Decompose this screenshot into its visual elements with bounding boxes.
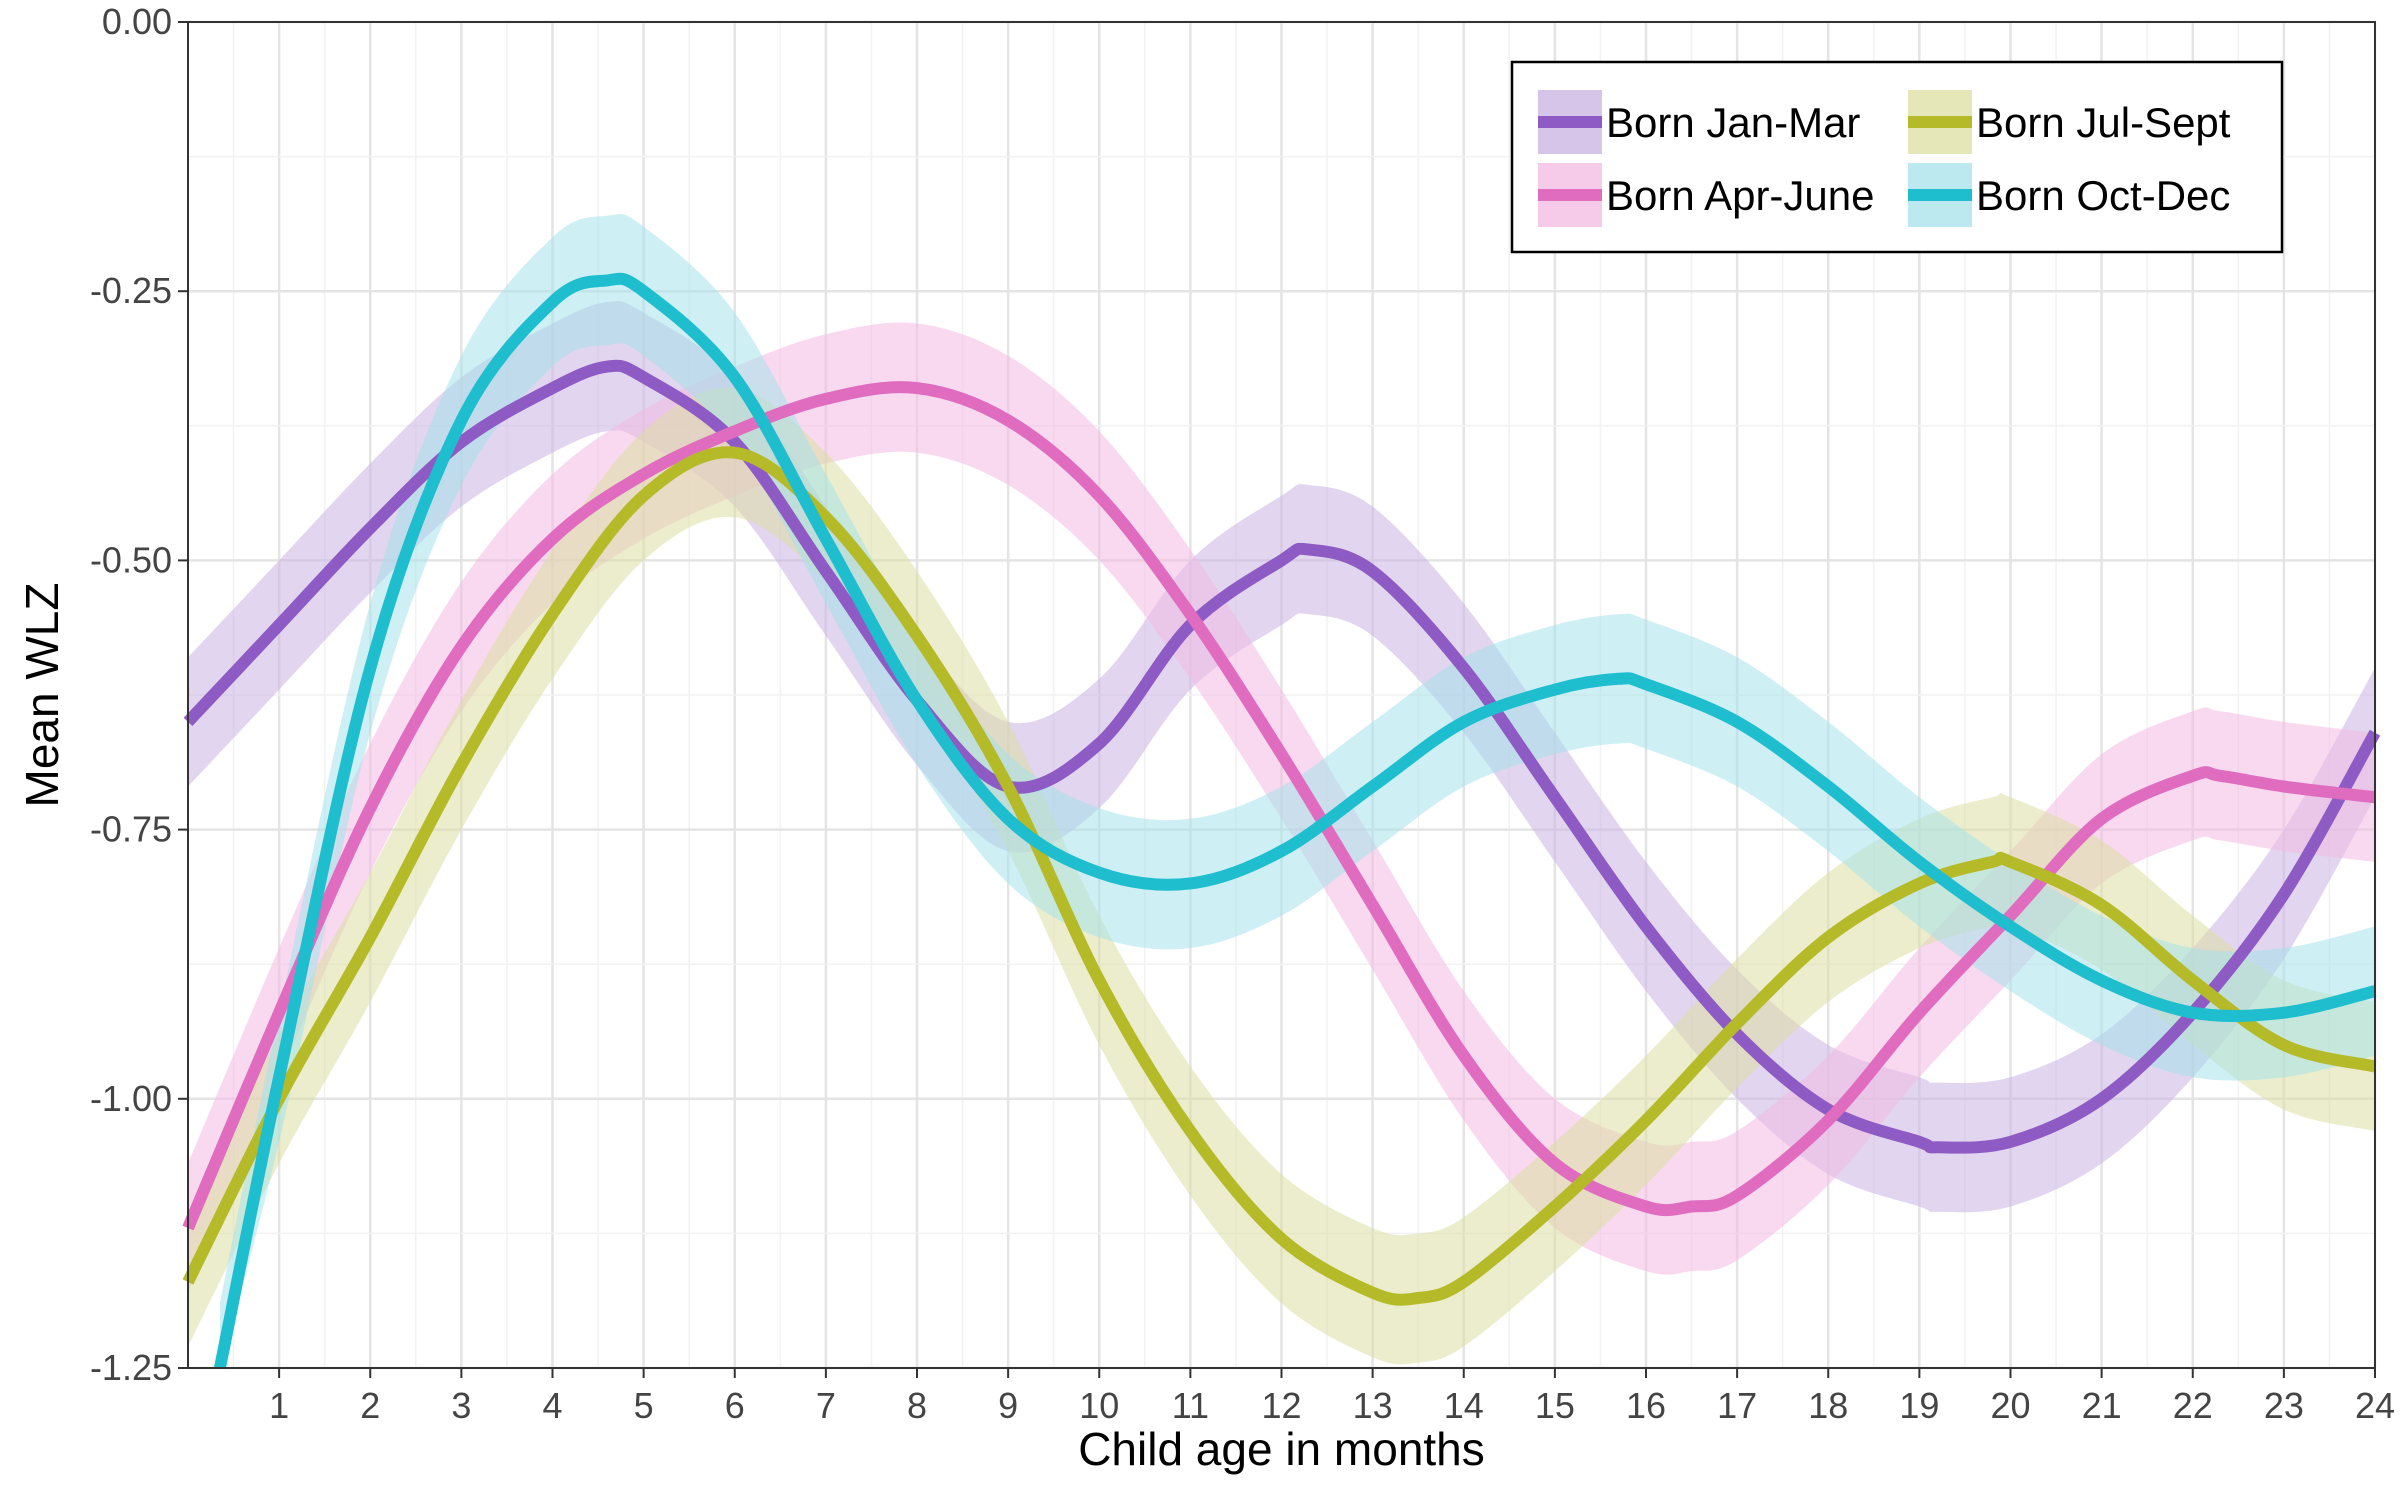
x-tick-label: 18 xyxy=(1808,1385,1848,1426)
series-lines xyxy=(182,272,2381,1370)
y-tick-label: -0.75 xyxy=(90,809,172,850)
legend-label-born-jul-sept: Born Jul-Sept xyxy=(1976,99,2231,146)
line-born-oct-dec xyxy=(214,272,2377,1370)
x-tick-label: 4 xyxy=(542,1385,562,1426)
legend-label-born-jan-mar: Born Jan-Mar xyxy=(1606,99,1860,146)
x-tick-label: 21 xyxy=(2082,1385,2122,1426)
x-tick-label: 23 xyxy=(2264,1385,2304,1426)
x-tick-label: 3 xyxy=(451,1385,471,1426)
x-tick-label: 11 xyxy=(1172,1385,1209,1426)
y-tick-label: -0.25 xyxy=(90,270,172,311)
x-tick-label: 6 xyxy=(725,1385,745,1426)
line-born-apr-june xyxy=(182,381,2376,1231)
x-tick-label: 5 xyxy=(634,1385,654,1426)
legend: Born Jan-Mar Born Jul-Sept Born Apr-June Bo… xyxy=(1510,60,2284,254)
y-tick-label: -1.00 xyxy=(90,1078,172,1119)
x-axis-title: Child age in months xyxy=(1078,1423,1485,1475)
y-tick-label: -1.25 xyxy=(90,1347,172,1388)
line-born-jan-mar xyxy=(183,359,2381,1154)
x-tick-label: 12 xyxy=(1261,1385,1301,1426)
x-tick-label: 8 xyxy=(907,1385,927,1426)
x-tick-label: 24 xyxy=(2355,1385,2395,1426)
y-tick-label: -0.50 xyxy=(90,539,172,580)
legend-label-born-oct-dec: Born Oct-Dec xyxy=(1976,172,2230,219)
x-tick-label: 20 xyxy=(1990,1385,2030,1426)
x-tick-label: 10 xyxy=(1079,1385,1119,1426)
line-born-jul-sept xyxy=(182,446,2377,1306)
x-tick-label: 17 xyxy=(1717,1385,1757,1426)
x-tick-label: 9 xyxy=(998,1385,1018,1426)
x-tick-label: 14 xyxy=(1444,1385,1484,1426)
legend-box xyxy=(1510,60,2284,254)
x-tick-label: 19 xyxy=(1899,1385,1939,1426)
y-axis-title: Mean WLZ xyxy=(16,583,68,808)
x-tick-label: 15 xyxy=(1535,1385,1575,1426)
x-tick-label: 7 xyxy=(816,1385,836,1426)
y-tick-label: 0.00 xyxy=(102,1,172,42)
x-tick-label: 2 xyxy=(360,1385,380,1426)
x-tick-label: 1 xyxy=(269,1385,289,1426)
legend-label-born-apr-june: Born Apr-June xyxy=(1606,172,1875,219)
x-tick-label: 22 xyxy=(2173,1385,2213,1426)
axis-ticks: 1 2 3 4 5 6 7 8 9 10 11 12 13 14 15 16 17 18 19 20 21 22 23 240… xyxy=(90,1,2395,1426)
x-tick-label: 13 xyxy=(1353,1385,1393,1426)
x-tick-label: 16 xyxy=(1626,1385,1666,1426)
